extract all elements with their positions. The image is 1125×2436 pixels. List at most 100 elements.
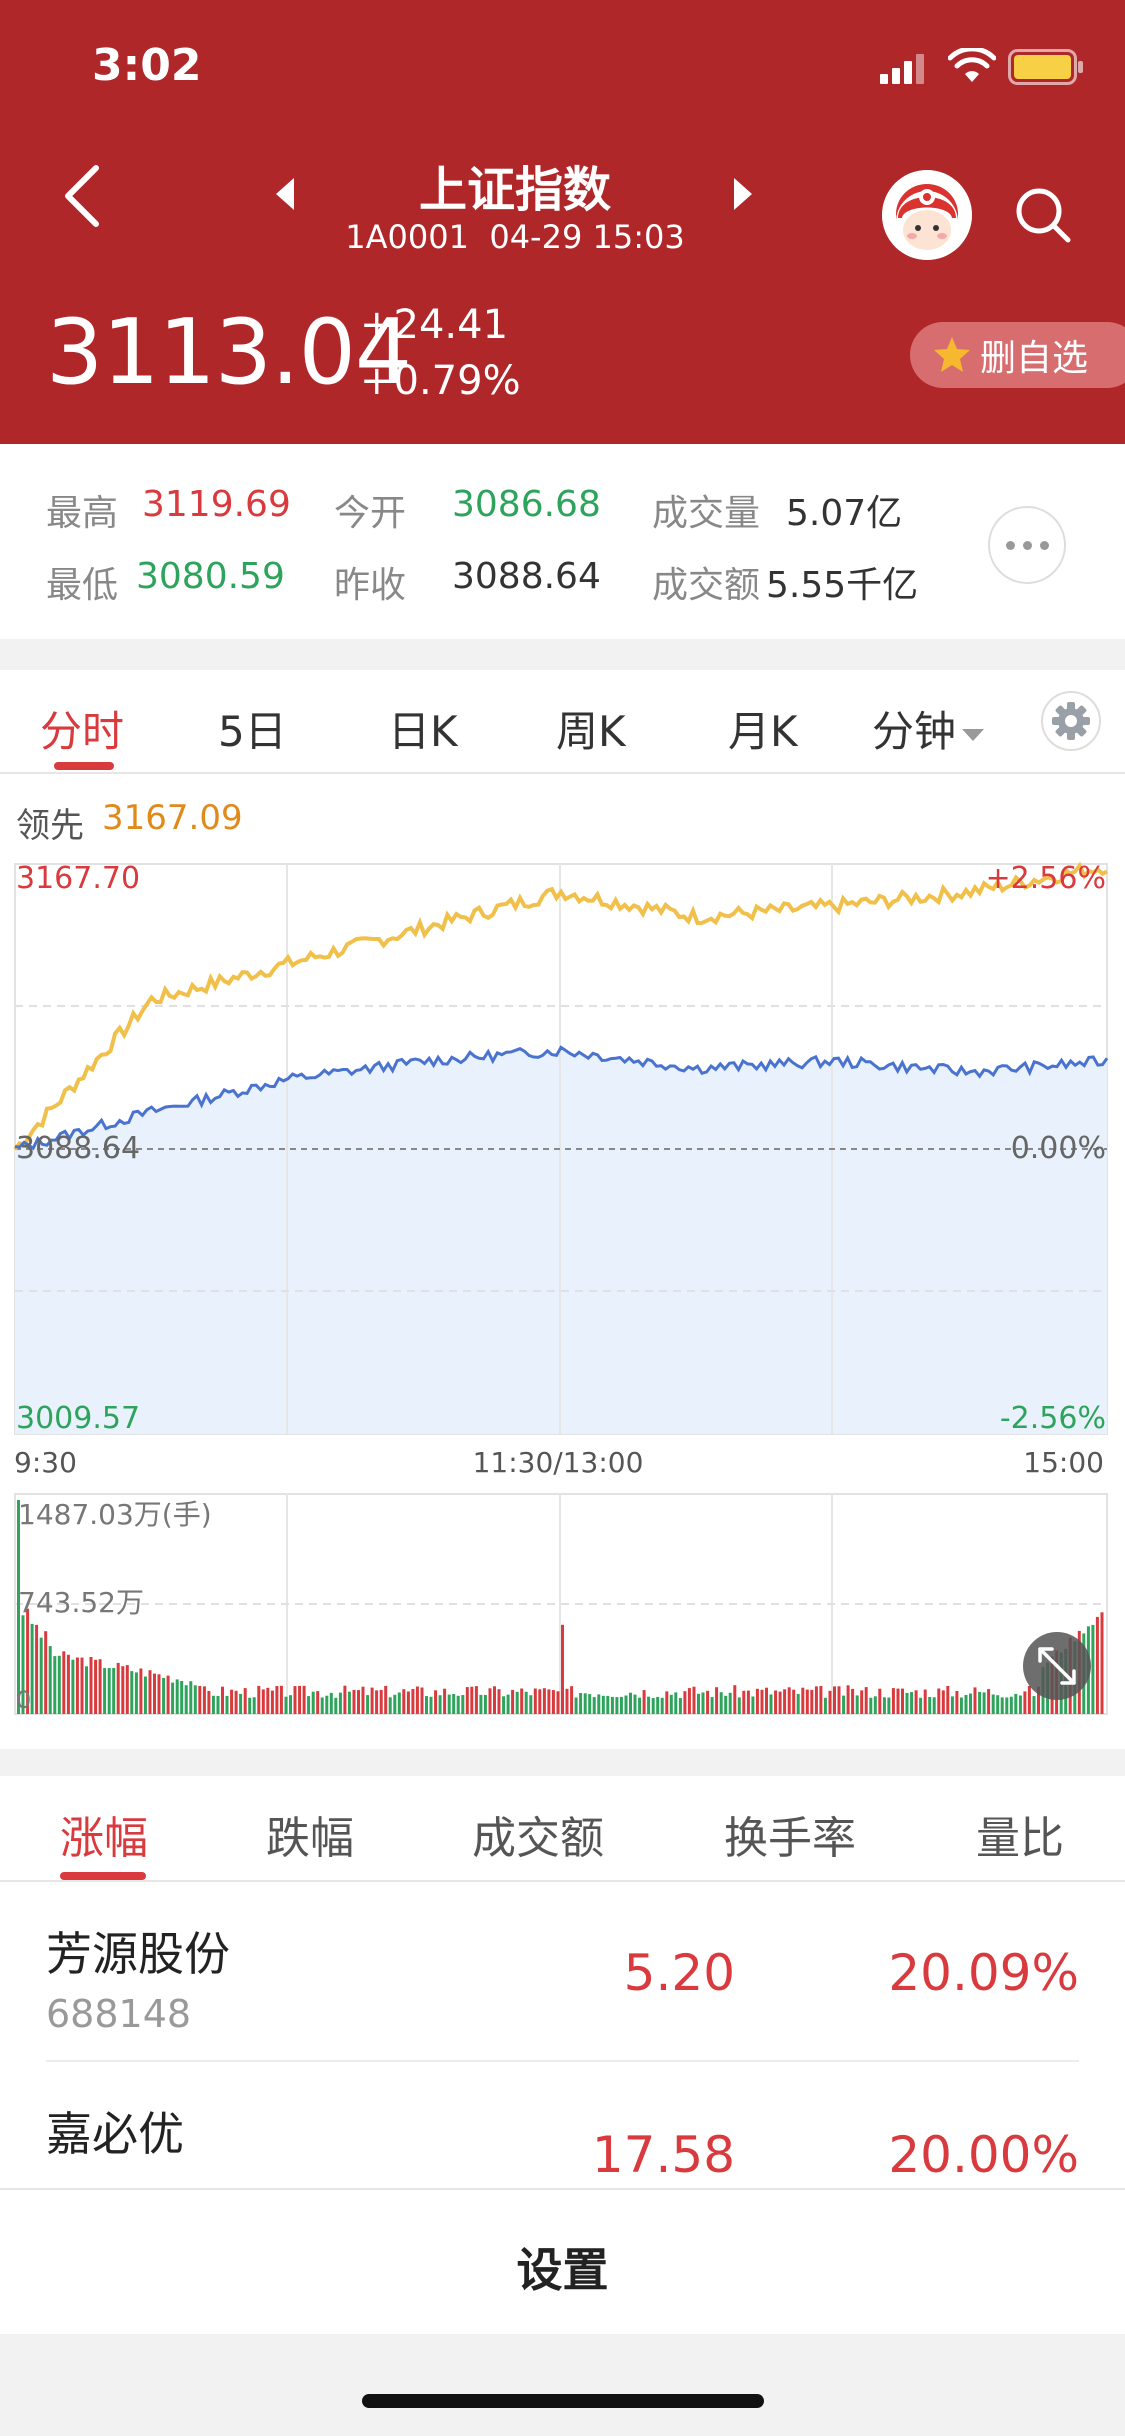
tab-intraday[interactable]: 分时 bbox=[40, 707, 125, 756]
prev-close-value: 3088.64 bbox=[452, 556, 601, 597]
rank-tab-turnover[interactable]: 换手率 bbox=[724, 1813, 856, 1864]
volume-bar bbox=[121, 1666, 125, 1714]
volume-bar bbox=[307, 1696, 311, 1714]
volume-bar bbox=[239, 1693, 243, 1714]
volume-bar bbox=[914, 1690, 918, 1714]
list-item[interactable]: 嘉必优 17.58 20.00% bbox=[0, 2062, 1125, 2188]
volume-bar bbox=[452, 1694, 456, 1714]
volume-bar bbox=[851, 1688, 855, 1714]
lead-label: 领先 bbox=[16, 806, 84, 846]
volume-bar bbox=[497, 1689, 501, 1714]
volume-bar bbox=[561, 1624, 564, 1714]
tab-weekly-k[interactable]: 周K bbox=[556, 707, 626, 756]
volume-bar bbox=[574, 1697, 578, 1714]
rank-tab-amount[interactable]: 成交额 bbox=[472, 1813, 604, 1864]
volume-bar bbox=[669, 1694, 673, 1714]
volume-bar bbox=[579, 1693, 583, 1714]
volume-label: 成交量 bbox=[652, 493, 761, 534]
volume-bar bbox=[243, 1688, 247, 1714]
volume-bar bbox=[742, 1690, 746, 1714]
volume-bar bbox=[157, 1674, 161, 1714]
tab-active-underline bbox=[54, 762, 114, 770]
prev-index-button[interactable] bbox=[270, 174, 300, 214]
volume-bar bbox=[26, 1608, 30, 1714]
time-start-label: 9:30 bbox=[14, 1446, 77, 1479]
volume-bar bbox=[846, 1685, 850, 1714]
volume-bar bbox=[107, 1668, 111, 1714]
volume-bar bbox=[75, 1657, 79, 1714]
volume-bar bbox=[674, 1692, 678, 1714]
tab-minute[interactable]: 分钟 bbox=[872, 698, 985, 759]
volume-bar bbox=[715, 1687, 719, 1714]
volume-bar bbox=[257, 1685, 261, 1714]
rank-tab-losers[interactable]: 跌幅 bbox=[266, 1813, 354, 1864]
volume-bar bbox=[379, 1689, 383, 1714]
more-button[interactable] bbox=[988, 506, 1066, 584]
volume-bar bbox=[506, 1694, 510, 1714]
volume-bar bbox=[592, 1697, 596, 1714]
vol-mid-label: 743.52万 bbox=[18, 1586, 144, 1619]
volume-bar bbox=[946, 1686, 950, 1714]
stock-name: 芳源股份 bbox=[46, 1927, 230, 1981]
volume-bar bbox=[289, 1695, 292, 1714]
vol-min-label: 0 bbox=[16, 1686, 31, 1714]
volume-bar bbox=[950, 1696, 954, 1714]
volume-bar bbox=[261, 1689, 265, 1714]
volume-bar bbox=[547, 1689, 551, 1714]
volume-bar bbox=[474, 1686, 478, 1714]
intraday-chart[interactable]: 领先 3167.09 3167.70 3088.64 3009.57 +2.56… bbox=[0, 774, 1125, 1749]
avatar[interactable] bbox=[882, 170, 972, 260]
volume-bar bbox=[230, 1689, 234, 1714]
volume-bar bbox=[352, 1689, 356, 1714]
volume-bar bbox=[597, 1694, 601, 1714]
volume-bar bbox=[873, 1696, 877, 1714]
volume-bar bbox=[937, 1688, 941, 1714]
volume-bar bbox=[583, 1693, 587, 1714]
rank-tab-active-underline bbox=[60, 1872, 146, 1880]
volume-bar bbox=[429, 1696, 433, 1714]
rank-tab-gainers[interactable]: 涨幅 bbox=[60, 1813, 148, 1864]
settings-button[interactable]: 设置 bbox=[516, 2243, 609, 2297]
settings-bar[interactable]: 设置 bbox=[0, 2188, 1125, 2334]
volume-bar bbox=[882, 1697, 886, 1714]
volume-bar bbox=[905, 1692, 909, 1714]
volume-bar bbox=[388, 1697, 392, 1714]
volume-bar bbox=[57, 1655, 61, 1714]
volume-bar bbox=[683, 1691, 687, 1714]
volume-bar bbox=[515, 1691, 519, 1714]
fullscreen-button[interactable] bbox=[1023, 1632, 1091, 1700]
volume-bar bbox=[35, 1624, 39, 1714]
rank-tab-volume-ratio[interactable]: 量比 bbox=[976, 1813, 1064, 1864]
volume-bar bbox=[692, 1686, 696, 1714]
tab-5day[interactable]: 5日 bbox=[218, 707, 287, 756]
volume-bar bbox=[334, 1697, 338, 1714]
volume-bar bbox=[62, 1651, 66, 1714]
volume-bar bbox=[325, 1695, 329, 1714]
volume-bar bbox=[175, 1679, 179, 1714]
volume-bar bbox=[48, 1646, 52, 1714]
expand-icon bbox=[1038, 1647, 1076, 1685]
chevron-down-icon bbox=[962, 728, 985, 741]
tab-minute-label: 分钟 bbox=[872, 707, 957, 756]
tab-monthly-k[interactable]: 月K bbox=[728, 707, 798, 756]
tab-daily-k[interactable]: 日K bbox=[388, 707, 458, 756]
list-item[interactable]: 芳源股份 688148 5.20 20.09% bbox=[0, 1882, 1125, 2062]
volume-bar bbox=[198, 1686, 202, 1714]
volume-bar bbox=[221, 1686, 224, 1714]
volume-bar bbox=[139, 1668, 143, 1714]
search-button[interactable] bbox=[1012, 184, 1074, 246]
volume-bar bbox=[44, 1631, 48, 1714]
back-button[interactable] bbox=[56, 160, 108, 232]
volume-bar bbox=[1027, 1686, 1031, 1714]
volume-bar bbox=[384, 1685, 388, 1714]
volume-bar bbox=[438, 1695, 442, 1714]
volume-bar bbox=[737, 1697, 741, 1714]
next-index-button[interactable] bbox=[728, 174, 758, 214]
chart-settings-button[interactable] bbox=[1040, 690, 1102, 752]
volume-bar bbox=[805, 1689, 809, 1714]
remove-watchlist-button[interactable]: 删自选 bbox=[910, 322, 1125, 388]
volume-bar bbox=[724, 1695, 728, 1714]
volume-bar bbox=[969, 1693, 972, 1714]
prev-close-label: 昨收 bbox=[334, 565, 407, 606]
